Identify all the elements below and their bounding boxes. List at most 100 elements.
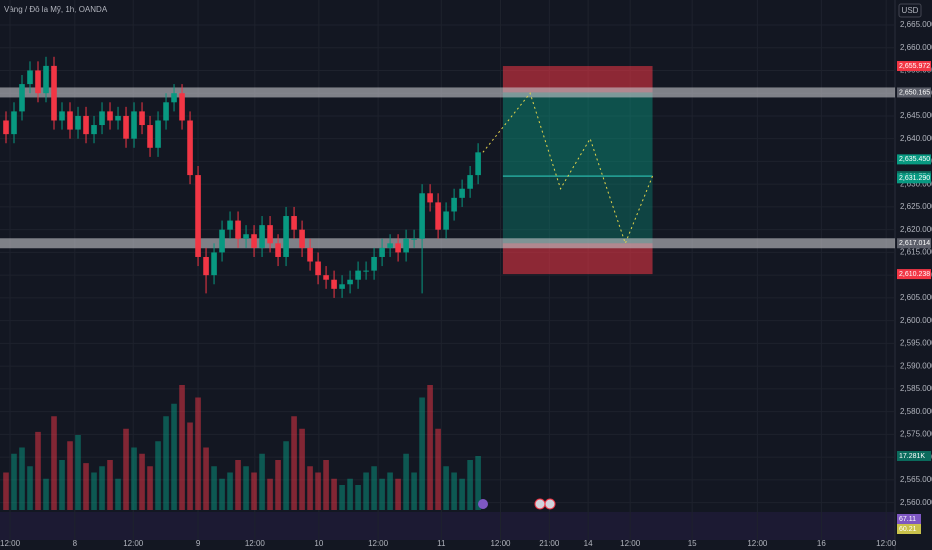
candle-body (155, 120, 161, 148)
y-tick-label: 2,565.000 (900, 475, 932, 484)
volume-bar (91, 472, 97, 510)
x-tick-label: 15 (688, 539, 697, 548)
volume-bar (395, 478, 401, 510)
volume-bar (267, 478, 273, 510)
candle-body (163, 102, 169, 121)
grid (0, 0, 895, 540)
candle-body (371, 256, 377, 271)
y-tick-label: 2,630.000 (900, 179, 932, 188)
volume-bar (419, 397, 425, 510)
candle-body (147, 125, 153, 148)
rsi-label (897, 524, 921, 534)
candle-body (11, 111, 17, 135)
candle-body (19, 84, 25, 112)
position-zone (502, 243, 653, 275)
y-tick-label: 2,580.000 (900, 407, 932, 416)
volume-bar (67, 441, 73, 510)
candle-body (459, 188, 465, 198)
volume-bar (387, 472, 393, 510)
x-tick-label: 14 (584, 539, 593, 548)
candle-body (107, 111, 113, 121)
volume-bar (355, 485, 361, 510)
candle-body (67, 111, 73, 130)
price-label (897, 87, 931, 98)
volume-bar (123, 428, 129, 510)
candle-body (179, 93, 185, 121)
volume-bar (251, 472, 257, 510)
volume-bar (43, 478, 49, 510)
volume-bar (451, 472, 457, 510)
volume-bar (19, 447, 25, 510)
volume-bar (363, 472, 369, 510)
price-label (897, 61, 931, 72)
axes: 2,560.0002,565.0002,570.0002,575.0002,58… (0, 20, 932, 548)
volume-bar (155, 441, 161, 510)
volume-bar (203, 447, 209, 510)
volume-bar (211, 466, 217, 510)
candle-body (299, 229, 305, 248)
candles (3, 56, 481, 298)
candle-body (91, 125, 97, 135)
volume-bar (467, 460, 473, 510)
x-tick-label: 12:00 (876, 539, 897, 548)
rsi-label-text: 60.21 (899, 526, 917, 533)
volume-bar (275, 460, 281, 510)
chart-title: Vàng / Đô la Mỹ, 1h, OANDA (4, 5, 108, 14)
volume-bar (243, 466, 249, 510)
rsi-label (897, 514, 921, 524)
candle-body (35, 70, 41, 94)
candle-body (355, 270, 361, 280)
x-tick-label: 12:00 (490, 539, 511, 548)
candle-body (339, 284, 345, 289)
level-band (0, 238, 895, 249)
y-tick-label: 2,640.000 (900, 134, 932, 143)
event-icon[interactable] (534, 498, 546, 510)
rsi-pane (0, 512, 895, 540)
candle-body (443, 211, 449, 230)
candle-body (379, 247, 385, 257)
candle-body (291, 216, 297, 230)
price-label (897, 154, 931, 165)
x-tick-label: 12:00 (0, 539, 21, 548)
candle-body (475, 152, 481, 176)
candle-body (139, 111, 145, 126)
candle-body (275, 243, 281, 257)
x-tick-label: 12:00 (368, 539, 389, 548)
volume-bar (11, 453, 17, 510)
volume-bar (35, 431, 41, 510)
volume-bar (435, 428, 441, 510)
volume-bar (339, 485, 345, 510)
volume-bar (323, 460, 329, 510)
volume-bar (371, 466, 377, 510)
volume-bar (475, 455, 481, 510)
candle-body (51, 65, 57, 121)
volume-bar (283, 441, 289, 510)
candle-body (467, 175, 473, 189)
candle-body (435, 202, 441, 230)
candle-body (59, 111, 65, 121)
volume-bar (411, 472, 417, 510)
position-zone (502, 92, 653, 177)
candle-body (27, 70, 33, 85)
event-icon[interactable] (544, 498, 556, 510)
y-tick-label: 2,585.000 (900, 384, 932, 393)
candle-body (211, 252, 217, 276)
candle-body (347, 279, 353, 285)
candle-body (267, 225, 273, 244)
candle-body (251, 234, 257, 248)
candle-body (115, 115, 121, 121)
x-tick-label: 12:00 (747, 539, 768, 548)
event-icon[interactable] (478, 499, 488, 509)
volume-bar (51, 416, 57, 510)
price-label (897, 238, 931, 249)
candle-body (83, 115, 89, 135)
y-tick-label: 2,590.000 (900, 361, 932, 370)
currency: USD (902, 6, 919, 15)
candle-body (43, 65, 49, 94)
volume-label (897, 450, 931, 461)
candle-body (283, 216, 289, 257)
candle-body (323, 275, 329, 280)
price-label-text: 2,631.290 (899, 175, 930, 182)
x-tick-label: 21:00 (539, 539, 560, 548)
